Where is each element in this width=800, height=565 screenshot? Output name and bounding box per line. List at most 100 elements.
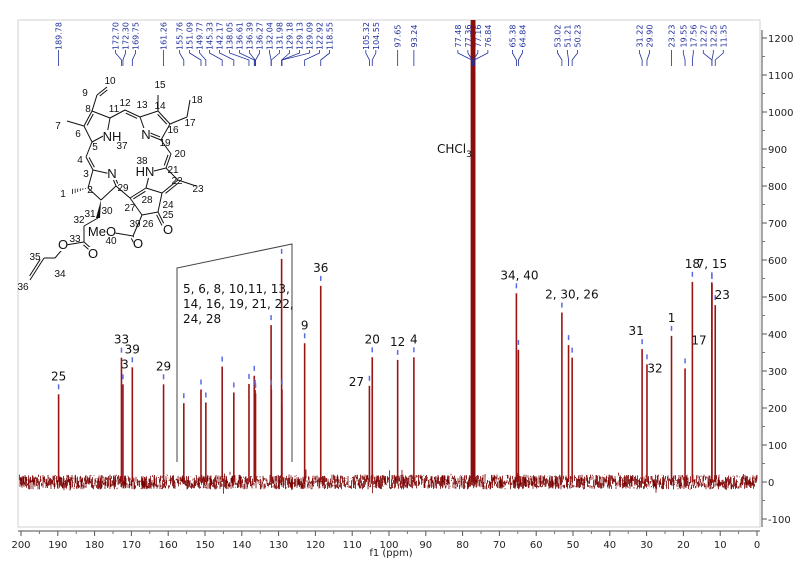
baseline-noise <box>18 469 758 494</box>
y-tick-label: 100 <box>768 441 787 452</box>
bond <box>139 110 159 118</box>
atom-number-label: 1 <box>60 189 66 200</box>
x-tick-label: 90 <box>419 540 432 551</box>
axes: 200 190 180 170 160 150 140 130 120 110 100 90 80 70 6… <box>11 30 793 551</box>
y-tick-label: 500 <box>768 293 787 304</box>
y-tick-label: 0 <box>768 478 774 489</box>
bond <box>66 120 85 127</box>
atom-number-label: 6 <box>75 129 81 140</box>
bond <box>157 110 171 125</box>
bond <box>169 116 188 125</box>
bond <box>157 192 163 213</box>
group-assignment-bracket: 5, 6, 8, 10,11, 13, 14, 16, 19, 21, 22, … <box>176 243 294 462</box>
peak-ppm-label: 23.23 <box>668 25 677 48</box>
x-tick-label: 30 <box>640 540 653 551</box>
peak-label-connector <box>255 50 261 66</box>
atom-number-label: 23 <box>192 184 204 195</box>
peak-label-connector <box>473 50 489 66</box>
peak-ppm-label: 77.16 <box>474 25 483 48</box>
bond <box>129 197 143 216</box>
y-tick-label: 700 <box>768 219 787 230</box>
peak-ppm-label: 132.04 <box>266 22 275 50</box>
peak-ppm-label: 189.78 <box>55 22 64 50</box>
atom-number-label: 11 <box>109 104 120 115</box>
peak-ppm-label: 136.39 <box>246 22 255 50</box>
atom-number-label: 15 <box>154 80 166 91</box>
atom-number-label: 22 <box>171 176 183 187</box>
atom-number-label: 4 <box>77 155 83 166</box>
x-tick-label: 20 <box>677 540 690 551</box>
x-tick-label: 130 <box>269 540 288 551</box>
atom-label-bg <box>133 237 143 250</box>
atom-label: O <box>88 246 98 261</box>
peak-ppm-label: 169.75 <box>132 22 141 50</box>
bond <box>109 109 126 119</box>
assignment-label: 34, 40 <box>500 268 538 282</box>
peak-ppm-label: 17.56 <box>689 25 698 48</box>
x-tick-label: 140 <box>232 540 251 551</box>
atom-number-label: 40 <box>105 236 117 247</box>
atom-number-label: 29 <box>117 183 129 194</box>
bond <box>83 125 93 143</box>
atom-number-label: 12 <box>119 98 131 109</box>
peak-label-connector <box>371 50 377 66</box>
peak-label-connector <box>646 50 650 66</box>
peak-ppm-label: 129.18 <box>286 22 295 50</box>
bond <box>161 179 179 194</box>
atom-number-label: 39 <box>129 219 141 230</box>
bond <box>141 211 159 216</box>
assignment-label: 27 <box>349 375 364 389</box>
atom-number-label: 35 <box>29 252 41 263</box>
solvent-label: CHCl3 <box>437 142 472 160</box>
plot-frame <box>17 19 761 528</box>
atom-number-label: 36 <box>17 282 29 293</box>
atom-number-label: 17 <box>184 118 196 129</box>
peak-ppm-label: 76.84 <box>484 25 493 48</box>
double-bond <box>132 190 146 200</box>
y-tick-label: 900 <box>768 145 787 156</box>
atom-label-bg <box>136 165 154 178</box>
peak-label-connector <box>711 50 714 66</box>
x-tick-label: 170 <box>122 540 141 551</box>
atom-label: HN <box>136 164 155 179</box>
peak-ppm-label: 53.02 <box>554 25 563 48</box>
assignment-label: 36 <box>313 261 328 275</box>
assignment-label: 2, 30, 26 <box>545 288 598 302</box>
atom-number-label: 37 <box>116 141 128 152</box>
bond <box>177 179 197 187</box>
atom-label-bg <box>163 223 173 236</box>
atom-number-label: 3 <box>83 169 89 180</box>
peak-label-connector <box>691 50 694 66</box>
y-tick-label: 1100 <box>768 71 793 82</box>
x-tick-label: 60 <box>530 540 543 551</box>
bond <box>85 141 93 158</box>
peak-ppm-label: 122.92 <box>316 22 325 50</box>
atom-number-label: 2 <box>87 185 93 196</box>
atom-number-label: 24 <box>162 200 174 211</box>
bond <box>145 187 163 194</box>
assignment-label: 39 <box>125 342 140 356</box>
atom-label: N <box>107 166 116 181</box>
atom-number-label: 8 <box>85 104 91 115</box>
x-tick-label: 120 <box>306 540 325 551</box>
bond <box>165 153 172 169</box>
peak-ppm-label: 131.98 <box>276 22 285 50</box>
bond <box>91 94 98 112</box>
atom-number-label: 30 <box>101 206 113 217</box>
atom-number-label: 21 <box>167 165 179 176</box>
plot-border <box>17 19 761 528</box>
peak-label-connector <box>702 50 713 66</box>
y-tick-label: 600 <box>768 256 787 267</box>
x-tick-label: 10 <box>714 540 727 551</box>
double-bond <box>156 214 163 226</box>
atom-label: NH <box>103 129 122 144</box>
peak-label-connector <box>219 50 235 66</box>
peak-label-connector <box>365 50 370 66</box>
y-tick-label: 1200 <box>768 34 793 45</box>
peak-ppm-label: 105.32 <box>362 22 371 50</box>
peak-ppm-label: 172.30 <box>122 22 131 50</box>
peak-label-connector <box>179 50 185 66</box>
double-bond <box>157 113 168 125</box>
